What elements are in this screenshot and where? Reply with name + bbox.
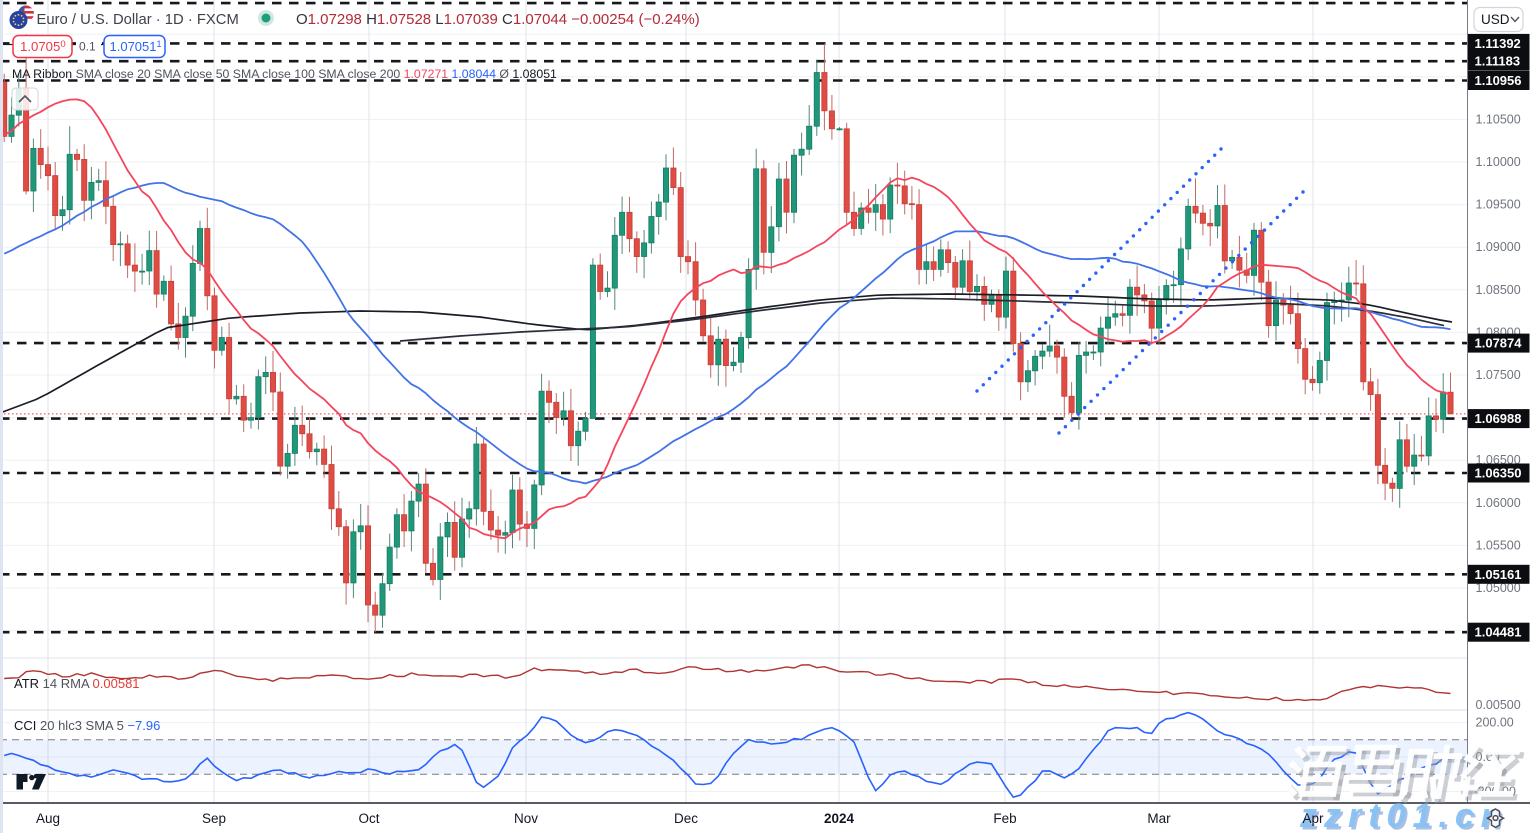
svg-text:1.07500: 1.07500 bbox=[1476, 368, 1521, 382]
svg-text:zzrt01.cn: zzrt01.cn bbox=[1299, 797, 1509, 833]
svg-text:MA Ribbon SMA close 20 SMA clo: MA Ribbon SMA close 20 SMA close 50 SMA … bbox=[12, 67, 557, 81]
svg-text:Nov: Nov bbox=[514, 811, 538, 826]
svg-text:1.04481: 1.04481 bbox=[1475, 625, 1522, 640]
svg-text:1.10500: 1.10500 bbox=[1476, 112, 1521, 126]
svg-text:1.070511: 1.070511 bbox=[110, 39, 162, 54]
svg-text:CCI 20 hlc3 SMA 5 −7.96: CCI 20 hlc3 SMA 5 −7.96 bbox=[14, 718, 160, 733]
svg-text:Apr: Apr bbox=[1302, 811, 1324, 826]
svg-text:1.11183: 1.11183 bbox=[1475, 54, 1521, 69]
svg-text:zzrt01.cn: zzrt01.cn bbox=[1302, 800, 1512, 833]
svg-text:1.10000: 1.10000 bbox=[1476, 155, 1521, 169]
svg-text:1.09500: 1.09500 bbox=[1476, 198, 1521, 212]
svg-text:1.05500: 1.05500 bbox=[1476, 538, 1521, 552]
svg-text:1.06000: 1.06000 bbox=[1476, 496, 1521, 510]
svg-text:Aug: Aug bbox=[36, 811, 60, 826]
svg-text:0.00500: 0.00500 bbox=[1476, 698, 1521, 712]
svg-text:1.05161: 1.05161 bbox=[1475, 567, 1522, 582]
svg-text:1.05000: 1.05000 bbox=[1476, 581, 1521, 595]
svg-text:Feb: Feb bbox=[993, 811, 1016, 826]
svg-text:Mar: Mar bbox=[1147, 811, 1171, 826]
svg-text:0.1: 0.1 bbox=[79, 40, 96, 54]
svg-text:1.10956: 1.10956 bbox=[1475, 73, 1522, 88]
svg-text:ATR 14 RMA 0.00581: ATR 14 RMA 0.00581 bbox=[14, 676, 140, 691]
svg-text:200.00: 200.00 bbox=[1476, 716, 1514, 730]
svg-text:Dec: Dec bbox=[674, 811, 698, 826]
svg-text:1.11392: 1.11392 bbox=[1475, 36, 1521, 51]
svg-text:1.07050: 1.07050 bbox=[20, 39, 66, 54]
svg-text:1.07874: 1.07874 bbox=[1475, 336, 1523, 351]
svg-text:1.08500: 1.08500 bbox=[1476, 283, 1521, 297]
svg-text:Euro / U.S. Dollar · 1D · FXCM: Euro / U.S. Dollar · 1D · FXCM bbox=[37, 12, 239, 28]
svg-text:1.09000: 1.09000 bbox=[1476, 240, 1521, 254]
svg-text:USD: USD bbox=[1481, 12, 1510, 27]
svg-text:2024: 2024 bbox=[824, 811, 855, 826]
svg-text:Sep: Sep bbox=[202, 811, 226, 826]
svg-text:O1.07298 H1.07528 L1.07039 C1.: O1.07298 H1.07528 L1.07039 C1.07044 −0.0… bbox=[296, 11, 700, 28]
svg-text:1.06988: 1.06988 bbox=[1475, 411, 1522, 426]
svg-text:1.06350: 1.06350 bbox=[1475, 466, 1522, 481]
svg-text:Oct: Oct bbox=[358, 811, 379, 826]
